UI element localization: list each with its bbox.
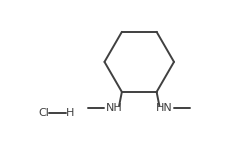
Text: Cl: Cl: [39, 108, 50, 118]
Text: HN: HN: [156, 103, 172, 113]
Text: H: H: [66, 108, 74, 118]
Text: NH: NH: [106, 103, 123, 113]
